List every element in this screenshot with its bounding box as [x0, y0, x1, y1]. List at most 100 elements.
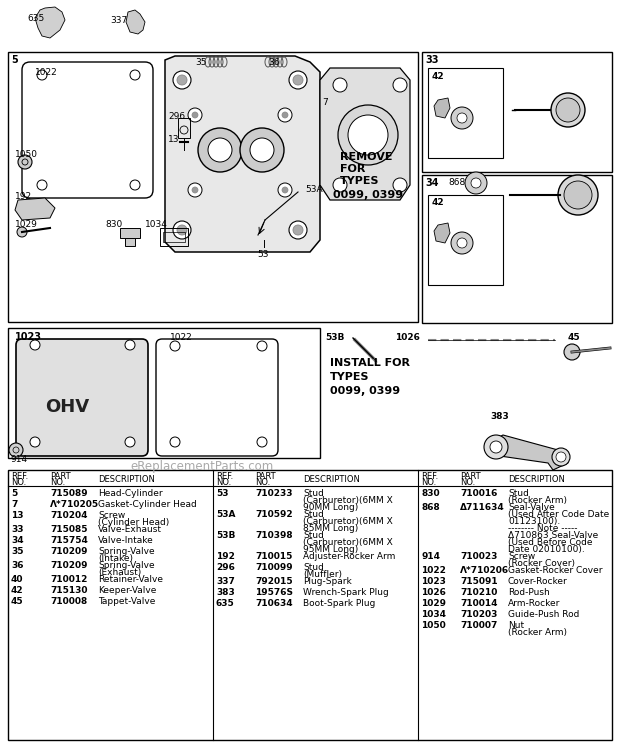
Text: 710008: 710008: [50, 597, 87, 606]
Text: 7: 7: [322, 98, 328, 107]
Text: 13: 13: [11, 511, 24, 520]
Text: Spring-Valve: Spring-Valve: [98, 561, 154, 570]
Text: 383: 383: [216, 588, 235, 597]
Text: (Intake): (Intake): [98, 554, 133, 563]
Text: 34: 34: [11, 536, 24, 545]
Circle shape: [558, 175, 598, 215]
Text: 710233: 710233: [255, 489, 293, 498]
Text: (Exhaust): (Exhaust): [98, 568, 141, 577]
Text: PART: PART: [255, 472, 276, 481]
Text: 830: 830: [105, 220, 122, 229]
Text: (Rocker Cover): (Rocker Cover): [508, 559, 575, 568]
Circle shape: [490, 441, 502, 453]
Text: INSTALL FOR: INSTALL FOR: [330, 358, 410, 368]
Text: 1023: 1023: [421, 577, 446, 586]
Circle shape: [556, 98, 580, 122]
Polygon shape: [488, 435, 568, 470]
Circle shape: [393, 78, 407, 92]
Text: 715091: 715091: [460, 577, 498, 586]
Text: REF.: REF.: [216, 472, 233, 481]
Text: Tappet-Valve: Tappet-Valve: [98, 597, 156, 606]
Text: 192: 192: [15, 192, 32, 201]
Text: 42: 42: [432, 198, 445, 207]
Bar: [178, 118, 190, 138]
Circle shape: [348, 115, 388, 155]
Circle shape: [192, 187, 198, 193]
Text: eReplacementParts.com: eReplacementParts.com: [130, 460, 273, 473]
Text: REMOVE: REMOVE: [340, 152, 392, 162]
Circle shape: [125, 437, 135, 447]
Text: 1029: 1029: [15, 220, 38, 229]
Text: 337: 337: [216, 577, 235, 586]
Text: 45: 45: [568, 333, 580, 342]
Bar: [422, 52, 612, 172]
Text: NO.: NO.: [216, 478, 231, 487]
Circle shape: [278, 108, 292, 122]
Circle shape: [457, 238, 467, 248]
Text: Gasket-Cylinder Head: Gasket-Cylinder Head: [98, 500, 197, 509]
Circle shape: [282, 112, 288, 118]
Bar: [125, 238, 135, 246]
Text: 914: 914: [421, 552, 440, 561]
Text: 635: 635: [216, 599, 235, 608]
Text: 34: 34: [425, 178, 438, 188]
Text: 7: 7: [11, 500, 17, 509]
Text: 53B: 53B: [216, 531, 236, 540]
Text: 90MM Long): 90MM Long): [303, 503, 358, 512]
Circle shape: [18, 155, 32, 169]
Text: 383: 383: [490, 412, 509, 421]
Text: 95MM Long): 95MM Long): [303, 545, 358, 554]
Circle shape: [198, 128, 242, 172]
Text: 1026: 1026: [395, 333, 420, 342]
Circle shape: [240, 128, 284, 172]
Text: 01123100).: 01123100).: [508, 517, 560, 526]
Text: Keeper-Valve: Keeper-Valve: [98, 586, 156, 595]
Text: Retainer-Valve: Retainer-Valve: [98, 575, 163, 584]
Text: 33: 33: [425, 55, 438, 65]
Text: 1022: 1022: [170, 333, 193, 342]
Text: DESCRIPTION: DESCRIPTION: [98, 475, 155, 484]
Text: TYPES: TYPES: [330, 372, 370, 382]
Text: 1022: 1022: [35, 68, 58, 77]
Text: 1022: 1022: [421, 566, 446, 575]
Text: 53: 53: [216, 489, 229, 498]
Text: (Carburetor)(6MM X: (Carburetor)(6MM X: [303, 538, 392, 547]
Text: NO.: NO.: [255, 478, 270, 487]
Circle shape: [564, 181, 592, 209]
Circle shape: [338, 105, 398, 165]
Text: 19576S: 19576S: [255, 588, 293, 597]
Text: 710210: 710210: [460, 588, 497, 597]
Text: Gasket-Rocker Cover: Gasket-Rocker Cover: [508, 566, 603, 575]
Circle shape: [556, 452, 566, 462]
Polygon shape: [434, 98, 450, 118]
Text: 337: 337: [110, 16, 127, 25]
Text: 710099: 710099: [255, 563, 293, 572]
Text: 1034: 1034: [421, 610, 446, 619]
Text: 710007: 710007: [460, 621, 497, 630]
Text: 53B: 53B: [325, 333, 344, 342]
Text: 53: 53: [257, 250, 268, 259]
Text: Spring-Valve: Spring-Valve: [98, 547, 154, 556]
Text: Δ710863 Seal-Valve: Δ710863 Seal-Valve: [508, 531, 598, 540]
Text: 715130: 715130: [50, 586, 87, 595]
Text: 710012: 710012: [50, 575, 87, 584]
Text: Date 02010100).: Date 02010100).: [508, 545, 585, 554]
Polygon shape: [35, 7, 65, 38]
Circle shape: [551, 93, 585, 127]
Text: REF.: REF.: [421, 472, 438, 481]
Text: 192: 192: [216, 552, 235, 561]
Text: 710015: 710015: [255, 552, 293, 561]
Bar: [8, 328, 320, 458]
Text: 710016: 710016: [460, 489, 497, 498]
Text: Δ711634: Δ711634: [460, 503, 505, 512]
Circle shape: [282, 187, 288, 193]
Polygon shape: [434, 223, 450, 243]
Text: Stud: Stud: [508, 489, 529, 498]
Text: REF.: REF.: [11, 472, 29, 481]
Text: FOR: FOR: [340, 164, 365, 174]
Text: Stud: Stud: [303, 563, 324, 572]
Text: NO.: NO.: [460, 478, 476, 487]
Text: Screw: Screw: [508, 552, 535, 561]
Text: 33: 33: [11, 525, 24, 534]
Text: OHV: OHV: [45, 398, 89, 416]
